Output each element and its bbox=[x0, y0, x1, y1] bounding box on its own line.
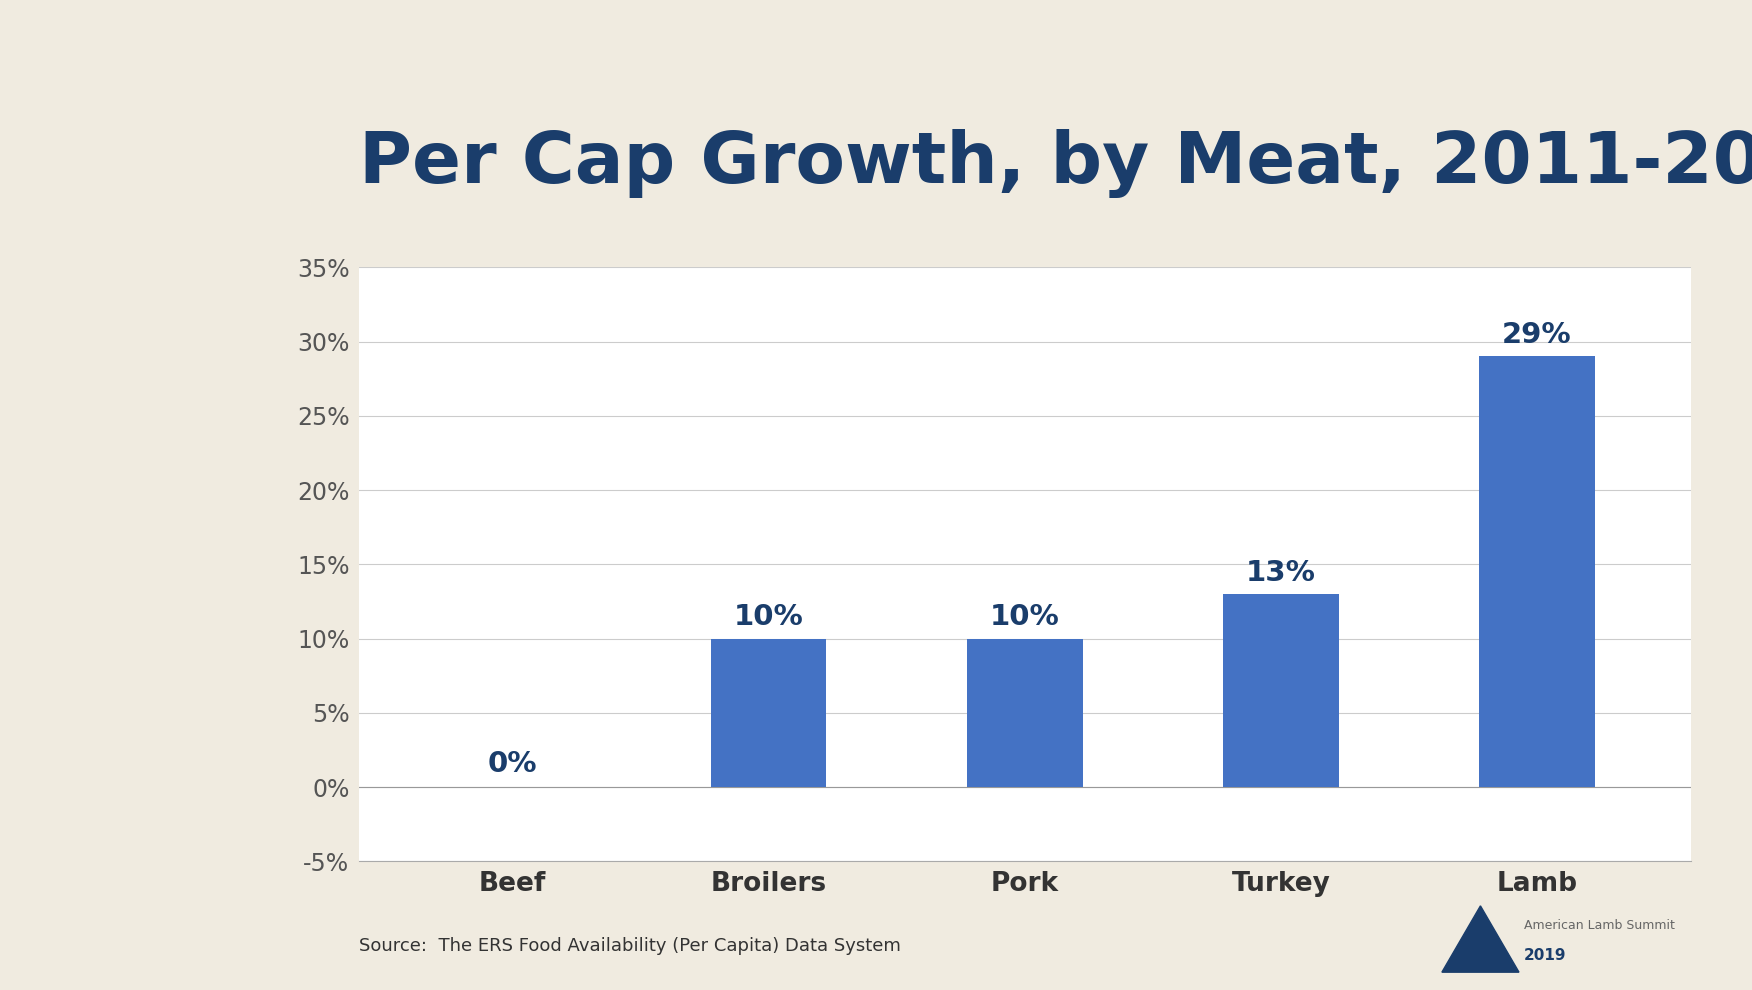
Text: 10%: 10% bbox=[734, 603, 804, 632]
Text: 13%: 13% bbox=[1246, 558, 1316, 586]
Text: 2019: 2019 bbox=[1524, 947, 1566, 963]
Text: 10%: 10% bbox=[990, 603, 1060, 632]
Bar bbox=[967, 639, 1083, 787]
Text: 29%: 29% bbox=[1501, 321, 1572, 349]
Text: Per Cap Growth, by Meat, 2011-2017: Per Cap Growth, by Meat, 2011-2017 bbox=[359, 129, 1752, 198]
Text: American Lamb Summit: American Lamb Summit bbox=[1524, 919, 1675, 933]
Bar bbox=[1479, 356, 1594, 787]
Text: 0%: 0% bbox=[489, 750, 538, 778]
Bar bbox=[1223, 594, 1339, 787]
Bar bbox=[711, 639, 827, 787]
Text: Source:  The ERS Food Availability (Per Capita) Data System: Source: The ERS Food Availability (Per C… bbox=[359, 938, 901, 955]
